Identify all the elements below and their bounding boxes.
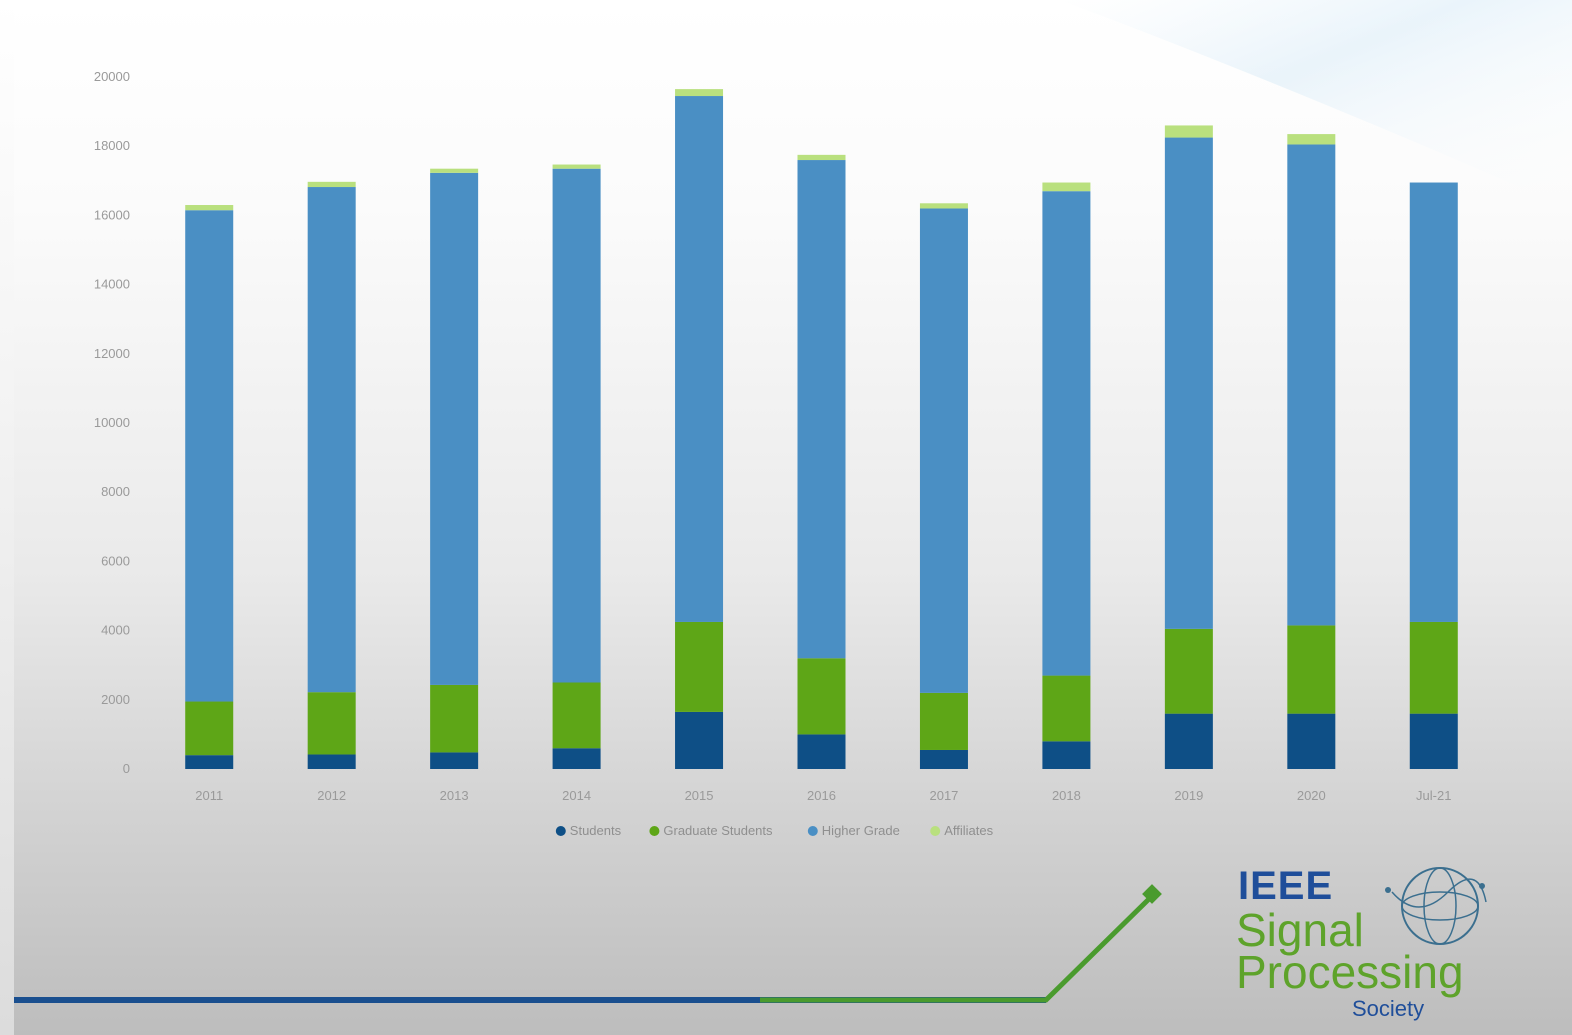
- bar-segment-students: [185, 755, 234, 769]
- x-tick-label: 2011: [195, 788, 223, 803]
- legend-label: Graduate Students: [663, 823, 773, 838]
- bar-segment-graduate-students: [1042, 675, 1091, 742]
- legend-swatch: [930, 826, 941, 836]
- bar-segment-students: [307, 754, 356, 769]
- bar-segment-graduate-students: [675, 621, 724, 712]
- decor-green-line: [760, 894, 1154, 1003]
- bar-segment-graduate-students: [919, 692, 968, 750]
- ieee-sps-logo: IEEE Signal Processing Society: [1232, 862, 1512, 1032]
- bar-segment-graduate-students: [185, 701, 234, 756]
- globe-icon: [1385, 867, 1487, 945]
- bar-segment-affiliates: [1042, 182, 1091, 192]
- bar-segment-affiliates: [1287, 134, 1336, 145]
- legend-swatch: [649, 826, 660, 836]
- bar-segment-affiliates: [552, 164, 601, 169]
- legend-label: Higher Grade: [822, 823, 900, 838]
- bar-segment-higher-grade: [1409, 182, 1458, 622]
- x-axis: 2011 2012 2013 2014 2015 2016 2017 2018 2019 2020…: [195, 788, 1451, 803]
- legend-swatch: [555, 826, 566, 836]
- bar-segment-affiliates: [675, 89, 724, 97]
- x-tick-label: Jul-21: [1416, 788, 1451, 803]
- bar-segment-higher-grade: [430, 172, 479, 685]
- bar-segment-affiliates: [797, 154, 846, 161]
- logo-ieee-text: IEEE: [1238, 864, 1334, 908]
- bar-segment-higher-grade: [552, 168, 601, 683]
- bar-segment-students: [1164, 713, 1213, 769]
- x-tick-label: 2013: [440, 788, 469, 803]
- y-tick-label: 8000: [101, 484, 130, 499]
- y-tick-label: 2000: [101, 692, 130, 707]
- bars: [185, 89, 1458, 769]
- x-tick-label: 2018: [1052, 788, 1081, 803]
- y-axis: 0 2000 4000 6000 8000 10000 12000 14000 16000 180…: [94, 69, 130, 776]
- legend-swatch: [807, 826, 818, 836]
- y-tick-label: 0: [123, 761, 130, 776]
- bar-segment-affiliates: [430, 168, 479, 173]
- bar-segment-students: [1042, 741, 1091, 769]
- bar-segment-higher-grade: [1042, 191, 1091, 676]
- logo-processing-text: Processing: [1236, 946, 1464, 998]
- y-tick-label: 16000: [94, 207, 130, 222]
- bar-segment-higher-grade: [1287, 144, 1336, 626]
- y-tick-label: 14000: [94, 277, 130, 292]
- x-tick-label: 2016: [807, 788, 836, 803]
- bar-segment-students: [919, 749, 968, 769]
- bar-segment-affiliates: [307, 181, 356, 188]
- bar-segment-affiliates: [919, 203, 968, 209]
- bar-segment-students: [797, 734, 846, 769]
- bar-segment-students: [430, 752, 479, 769]
- bar-segment-higher-grade: [919, 208, 968, 693]
- bar-segment-affiliates: [185, 205, 234, 211]
- bar-segment-higher-grade: [675, 96, 724, 622]
- left-edge-shade: [0, 0, 14, 1035]
- bar-segment-affiliates: [1164, 125, 1213, 138]
- bar-segment-graduate-students: [552, 682, 601, 749]
- logo-society-text: Society: [1352, 996, 1425, 1021]
- bar-segment-students: [552, 748, 601, 769]
- bar-segment-higher-grade: [1164, 137, 1213, 629]
- logo-signal-text: Signal: [1236, 904, 1364, 956]
- bar-segment-graduate-students: [797, 658, 846, 735]
- bar-segment-students: [1287, 713, 1336, 769]
- bar-segment-graduate-students: [430, 684, 479, 753]
- y-tick-label: 18000: [94, 138, 130, 153]
- x-tick-label: 2015: [685, 788, 714, 803]
- bar-segment-students: [675, 711, 724, 769]
- x-tick-label: 2014: [562, 788, 591, 803]
- x-tick-label: 2019: [1174, 788, 1203, 803]
- y-tick-label: 10000: [94, 415, 130, 430]
- bar-segment-graduate-students: [1409, 621, 1458, 714]
- y-tick-label: 12000: [94, 346, 130, 361]
- decor-green-marker: [1142, 884, 1162, 904]
- bar-segment-graduate-students: [307, 692, 356, 755]
- y-tick-label: 4000: [101, 623, 130, 638]
- y-tick-label: 6000: [101, 553, 130, 568]
- decorative-lines: [14, 884, 1162, 1003]
- x-tick-label: 2012: [317, 788, 346, 803]
- legend-label: Affiliates: [944, 823, 993, 838]
- bar-segment-higher-grade: [307, 187, 356, 693]
- x-tick-label: 2017: [929, 788, 958, 803]
- y-tick-label: 20000: [94, 69, 130, 84]
- bar-segment-higher-grade: [185, 210, 234, 702]
- background-glow: [1060, 0, 1572, 210]
- legend-label: Students: [570, 823, 622, 838]
- bar-segment-students: [1409, 713, 1458, 769]
- bar-segment-graduate-students: [1287, 625, 1336, 714]
- bar-segment-graduate-students: [1164, 628, 1213, 714]
- legend: Students Graduate Students Higher Grade Aff…: [555, 823, 994, 838]
- x-tick-label: 2020: [1297, 788, 1326, 803]
- bar-segment-higher-grade: [797, 160, 846, 659]
